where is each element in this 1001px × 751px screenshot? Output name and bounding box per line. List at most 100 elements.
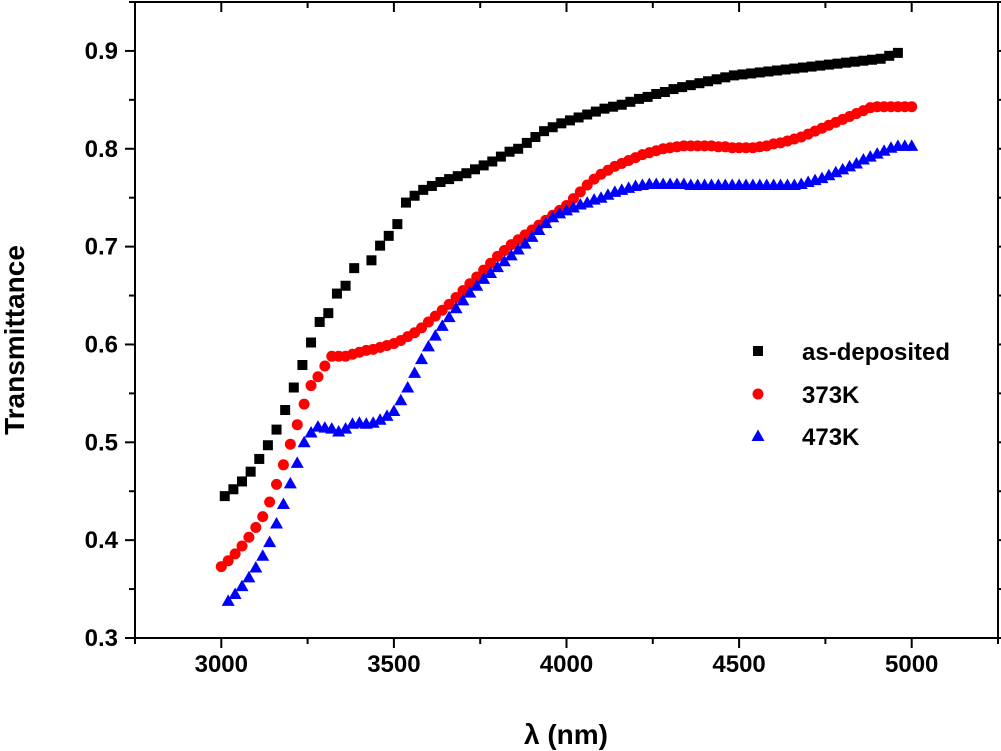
data-point <box>470 164 481 175</box>
data-point <box>608 101 619 112</box>
data-point <box>277 459 289 471</box>
data-point <box>421 339 435 352</box>
y-tick-label: 0.9 <box>85 38 118 65</box>
data-point <box>339 422 353 434</box>
legend: as-deposited 373K 473K <box>751 339 950 451</box>
data-point <box>490 260 504 273</box>
data-point <box>256 549 270 561</box>
data-point <box>677 82 688 93</box>
data-point <box>319 360 331 372</box>
y-tick-label: 0.8 <box>85 136 118 163</box>
data-point <box>822 168 836 181</box>
series-373k <box>215 101 918 573</box>
data-point <box>487 156 498 167</box>
data-point <box>283 476 297 489</box>
data-point <box>401 381 415 393</box>
data-point <box>875 53 886 64</box>
series-473k <box>221 139 919 606</box>
data-point <box>366 255 377 266</box>
data-points <box>215 47 919 606</box>
data-point <box>243 531 255 543</box>
data-point <box>530 132 541 143</box>
data-point <box>366 416 380 428</box>
data-point <box>849 156 863 169</box>
data-point <box>444 174 455 185</box>
data-point <box>349 263 360 274</box>
data-point <box>829 165 843 178</box>
data-point <box>556 118 567 129</box>
data-point <box>518 237 532 249</box>
data-point <box>642 91 653 102</box>
data-point <box>780 64 791 75</box>
data-point <box>236 540 248 552</box>
data-point <box>659 87 670 98</box>
legend-marker <box>752 388 764 400</box>
data-point <box>504 146 515 157</box>
data-point <box>237 476 248 487</box>
data-point <box>400 197 411 208</box>
data-point <box>249 561 263 573</box>
data-point <box>297 435 311 448</box>
y-tick-label: 0.3 <box>85 625 118 652</box>
data-point <box>288 382 299 393</box>
data-point <box>306 337 317 348</box>
data-point <box>504 248 518 261</box>
data-point <box>442 310 456 323</box>
data-point <box>625 96 636 107</box>
data-point <box>892 47 903 58</box>
series-as-deposited <box>219 47 903 502</box>
data-point <box>380 409 394 421</box>
plot-frame <box>134 1 999 639</box>
data-point <box>450 291 462 303</box>
data-point <box>616 99 627 110</box>
data-point <box>325 422 339 434</box>
data-point <box>511 243 525 255</box>
data-point <box>599 103 610 114</box>
x-tick-label: 3500 <box>367 651 420 678</box>
x-axis-title: λ (nm) <box>524 719 608 750</box>
legend-label: 473K <box>802 424 860 451</box>
data-point <box>435 319 449 331</box>
data-point <box>304 426 318 438</box>
axis-ticks <box>125 1 1001 648</box>
data-point <box>815 171 829 184</box>
data-point <box>815 60 826 71</box>
data-point <box>525 230 539 242</box>
data-point <box>856 153 870 165</box>
y-tick-label: 0.7 <box>85 234 118 261</box>
data-point <box>906 101 918 113</box>
data-point <box>221 594 235 606</box>
data-point <box>843 159 857 172</box>
data-point <box>580 196 594 208</box>
data-point <box>463 286 477 298</box>
legend-label: 373K <box>802 382 860 409</box>
data-point <box>373 413 387 425</box>
data-point <box>464 278 476 290</box>
data-point <box>495 151 506 162</box>
data-point <box>257 511 269 523</box>
data-point <box>262 440 273 451</box>
data-point <box>222 555 234 567</box>
data-point <box>284 438 296 450</box>
data-point <box>477 272 491 284</box>
data-point <box>720 72 731 83</box>
data-point <box>746 68 757 79</box>
data-point <box>870 147 884 159</box>
data-point <box>228 587 242 599</box>
data-point <box>539 216 553 229</box>
data-point <box>470 279 484 291</box>
data-point <box>290 456 304 468</box>
data-point <box>270 517 284 529</box>
data-point <box>863 150 877 162</box>
x-tick-label: 4500 <box>712 651 765 678</box>
data-point <box>772 65 783 76</box>
data-point <box>832 58 843 69</box>
data-point <box>566 200 580 213</box>
data-point <box>651 88 662 99</box>
data-point <box>567 193 579 205</box>
data-point <box>461 168 472 179</box>
data-point <box>601 188 615 200</box>
data-point <box>478 160 489 171</box>
data-point <box>452 171 463 182</box>
data-point <box>418 184 429 195</box>
